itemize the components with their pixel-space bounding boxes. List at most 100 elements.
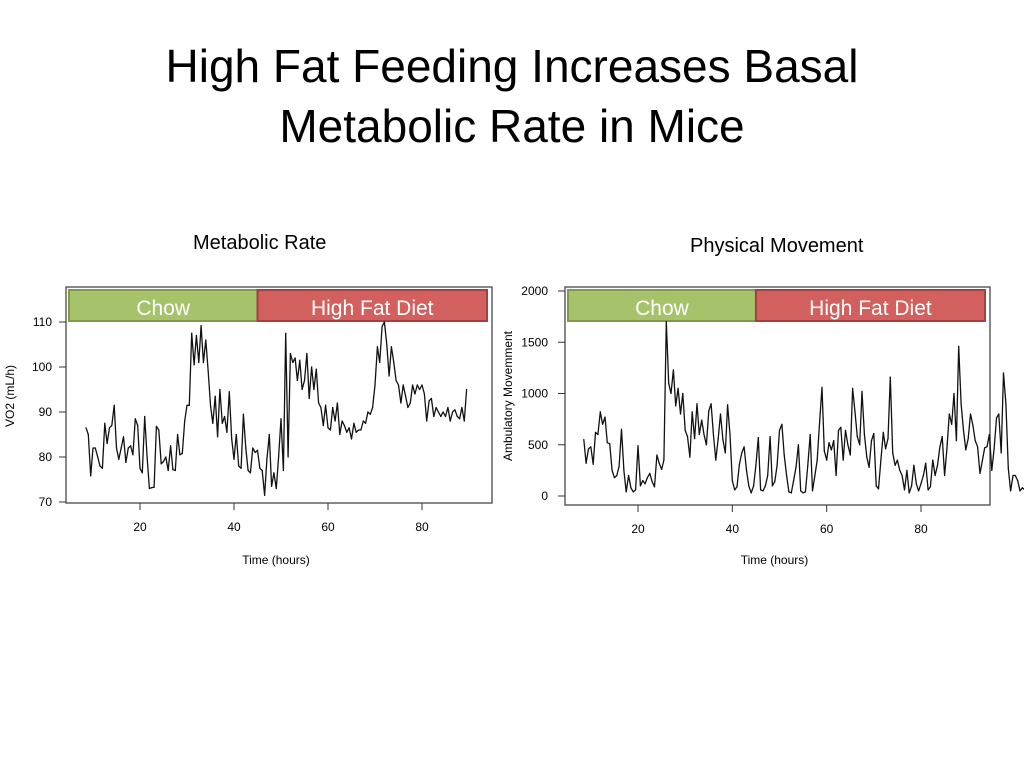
movement-data-point (936, 464, 939, 466)
metabolic-data-point (242, 413, 244, 415)
metabolic-data-point (200, 325, 202, 327)
movement-data-point (925, 462, 927, 464)
metabolic-data-point (313, 388, 315, 391)
metabolic-data-point (275, 487, 277, 490)
metabolic-data-point (426, 420, 428, 422)
metabolic-data-point (271, 485, 273, 487)
movement-data-point (639, 485, 642, 487)
metabolic-data-point (421, 384, 423, 386)
movement-data-point (993, 448, 995, 450)
movement-data-point (844, 429, 847, 431)
metabolic-data-point (346, 431, 348, 433)
metabolic-data-point (146, 456, 148, 458)
movement-data-point (802, 492, 804, 494)
movement-data-point (833, 440, 835, 442)
metabolic-data-point (358, 429, 360, 431)
movement-data-point (764, 485, 767, 487)
metabolic-data-point (405, 395, 407, 397)
metabolic-data-point (111, 424, 113, 427)
movement-data-point (984, 447, 986, 449)
movement-data-point (656, 454, 658, 456)
metabolic-data-point (240, 467, 242, 469)
movement-data-point (835, 474, 837, 477)
movement-data-point (797, 444, 800, 446)
metabolic-data-point (235, 433, 237, 436)
metabolic-data-point (273, 472, 275, 474)
movement-band-chow (567, 289, 757, 322)
movement-data-point (899, 469, 901, 471)
movement-data-point (644, 483, 646, 485)
movement-data-point (868, 466, 870, 468)
metabolic-data-point (383, 321, 385, 323)
movement-data-point (882, 431, 884, 433)
movement-data-point (609, 443, 611, 445)
metabolic-data-point (412, 384, 414, 386)
movement-data-point (606, 442, 608, 444)
movement-data-point (830, 449, 833, 451)
movement-data-point (889, 376, 891, 378)
movement-data-point (852, 387, 854, 389)
metabolic-data-point (299, 359, 301, 361)
movement-data-point (955, 440, 958, 442)
movement-data-point (722, 439, 724, 441)
movement-data-point (960, 403, 962, 405)
metabolic-data-point (419, 388, 421, 391)
metabolic-data-point (339, 433, 341, 436)
movement-data-point (658, 462, 660, 464)
movement-xtick-label: 20 (631, 522, 645, 536)
metabolic-data-point (158, 429, 160, 431)
movement-data-point (948, 413, 950, 415)
movement-data-point (705, 444, 708, 446)
metabolic-data-point (256, 449, 259, 451)
movement-data-point (727, 404, 729, 406)
movement-data-point (988, 433, 991, 436)
movement-data-point (583, 439, 585, 441)
movement-xtick-label: 60 (820, 522, 834, 536)
metabolic-data-point (278, 456, 280, 458)
movement-data-point (745, 469, 748, 471)
movement-data-point (880, 459, 882, 461)
movement-data-point (967, 438, 969, 440)
movement-data-point (776, 464, 778, 466)
movement-data-point (637, 445, 639, 447)
movement-data-point (686, 436, 689, 438)
metabolic-data-point (423, 393, 425, 395)
movement-data-point (903, 489, 906, 491)
metabolic-data-point (433, 415, 435, 418)
movement-ytick-label: 1500 (521, 335, 548, 349)
metabolic-plot-frame (65, 286, 493, 504)
metabolic-data-point (224, 415, 226, 418)
movement-data-point (762, 490, 764, 492)
movement-data-point (998, 413, 1000, 415)
metabolic-data-point (228, 391, 230, 393)
movement-plot-frame (564, 286, 991, 506)
movement-data-point (911, 485, 913, 487)
metabolic-series-line (85, 321, 468, 496)
movement-data-point (623, 469, 625, 471)
slide-title: High Fat Feeding Increases Basal Metabol… (0, 36, 1024, 156)
metabolic-data-point (400, 402, 402, 404)
movement-data-point (703, 433, 705, 436)
movement-data-point (753, 485, 755, 487)
metabolic-data-point (207, 370, 209, 373)
metabolic-data-point (115, 447, 118, 449)
movement-data-point (977, 446, 979, 448)
movement-data-point (896, 459, 899, 461)
metabolic-data-point (395, 379, 397, 382)
metabolic-data-point (162, 460, 165, 463)
metabolic-data-point (348, 427, 350, 429)
movement-data-point (986, 446, 988, 448)
movement-data-point (979, 472, 981, 474)
movement-data-point (604, 416, 606, 418)
metabolic-data-point (280, 418, 282, 420)
metabolic-data-point (397, 384, 400, 386)
metabolic-data-point (198, 361, 200, 364)
movement-data-point (646, 477, 649, 479)
movement-data-point (819, 421, 821, 423)
movement-data-point (682, 392, 684, 395)
metabolic-data-point (172, 469, 174, 471)
metabolic-xtick-label: 20 (133, 520, 147, 534)
movement-data-point (854, 411, 856, 413)
metabolic-xtick-label: 40 (227, 520, 241, 534)
metabolic-data-point (296, 379, 298, 382)
